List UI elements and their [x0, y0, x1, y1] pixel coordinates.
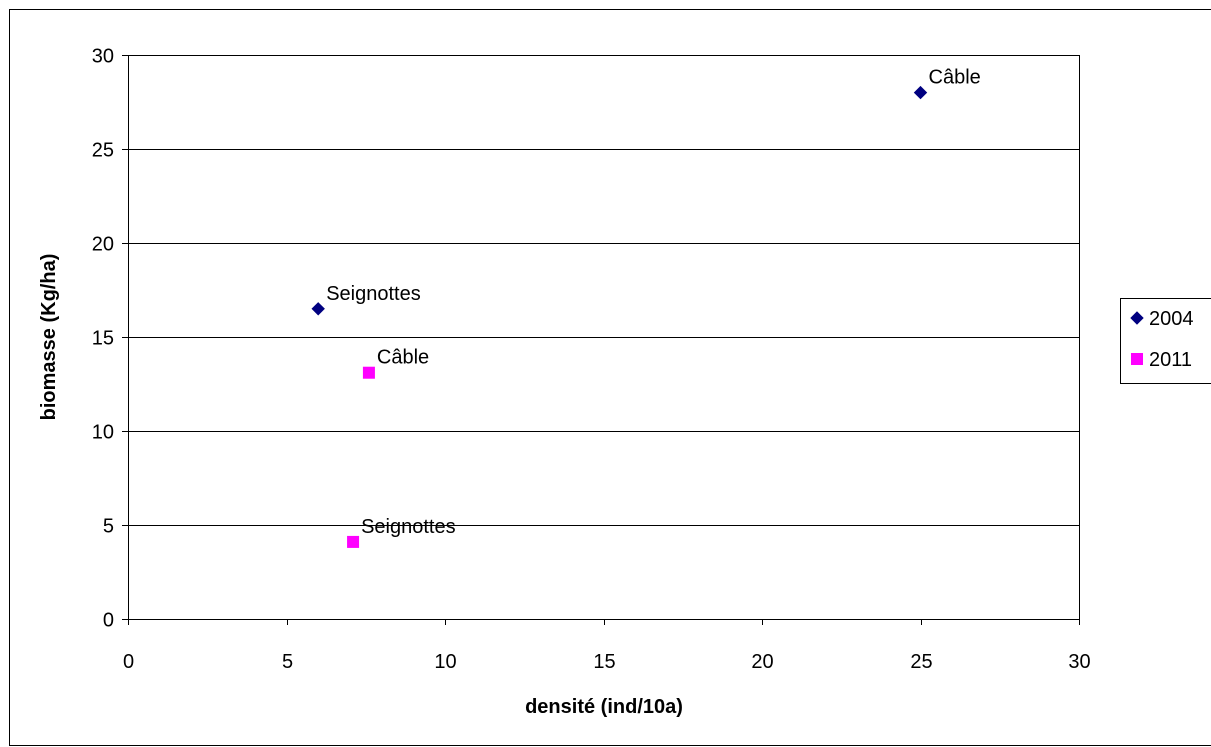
data-point-square: [362, 366, 375, 379]
data-point-square: [347, 535, 360, 548]
y-tick-label: 25: [92, 140, 114, 162]
legend-box: [1120, 298, 1211, 384]
axis-ticks: 0 5 10 15 20 25 30 0 5 10 15 20 25 30: [92, 46, 1091, 674]
data-labels: Câble Seignottes Câble Seignottes: [326, 67, 981, 538]
y-tick-label: 20: [92, 234, 114, 256]
data-point-diamond: [311, 302, 325, 316]
data-points: [311, 85, 928, 548]
x-tick-label: 5: [282, 651, 293, 673]
data-label: Câble: [929, 67, 981, 89]
x-tick-label: 15: [593, 651, 615, 673]
x-tick-label: 20: [751, 651, 773, 673]
x-tick-label: 25: [910, 651, 932, 673]
legend-label: 2011: [1149, 349, 1192, 371]
legend-marker-diamond: [1130, 311, 1144, 325]
data-label: Câble: [377, 347, 429, 369]
y-tick-label: 10: [92, 422, 114, 444]
data-label: Seignottes: [326, 283, 421, 305]
y-axis-title: biomasse (Kg/ha): [38, 254, 60, 421]
data-label: Seignottes: [361, 516, 456, 538]
data-point-diamond: [913, 85, 928, 100]
y-tick-label: 5: [103, 516, 114, 538]
x-axis-title: densité (ind/10a): [525, 696, 683, 718]
y-tick-label: 0: [103, 610, 114, 632]
y-tick-label: 15: [92, 328, 114, 350]
x-tick-label: 30: [1068, 651, 1090, 673]
legend-marker-square: [1131, 353, 1143, 365]
gridlines: [128, 55, 1079, 526]
x-tick-label: 0: [123, 651, 134, 673]
x-tick-label: 10: [434, 651, 456, 673]
y-tick-label: 30: [92, 46, 114, 68]
legend: 2004 2011: [1120, 298, 1211, 384]
legend-label: 2004: [1149, 308, 1194, 330]
